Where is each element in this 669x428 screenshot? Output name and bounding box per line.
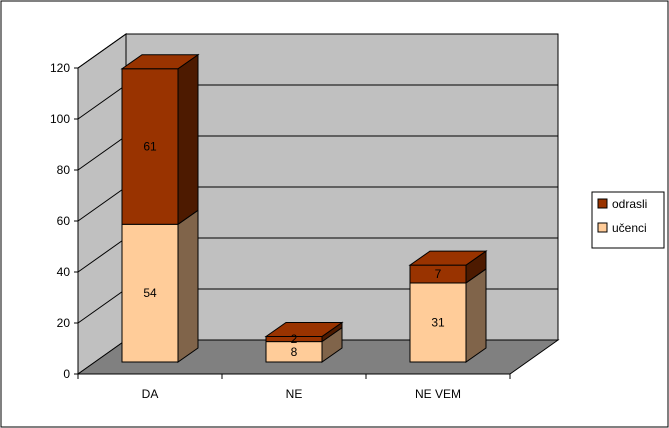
data-label: 54: [143, 286, 157, 300]
x-axis: DA NE NE VEM: [77, 373, 511, 401]
bar-top: [408, 250, 488, 266]
bars: 54 61 82 31 7: [120, 53, 488, 363]
data-label: 7: [435, 267, 442, 281]
x-tick-label: DA: [142, 387, 159, 401]
data-label: 61: [143, 140, 157, 154]
data-label: 31: [431, 315, 445, 329]
data-label: 2: [291, 332, 298, 346]
y-tick-label: 80: [57, 163, 71, 177]
legend-swatch: [597, 222, 608, 233]
x-tick-label: NE VEM: [415, 387, 461, 401]
bar-side: [177, 209, 199, 363]
data-label: 8: [291, 345, 298, 359]
bar-side: [177, 53, 199, 226]
y-axis: 0 20 40 60 80 100 120: [50, 61, 79, 381]
bar-side: [465, 267, 487, 363]
legend: odrasli učenci: [591, 191, 665, 249]
bar-segment: [121, 68, 179, 225]
bar-top: [120, 54, 200, 70]
y-tick-label: 0: [63, 367, 70, 381]
bar-top: [264, 322, 344, 337]
y-tick-label: 120: [50, 61, 70, 75]
y-tick-label: 60: [57, 214, 71, 228]
x-tick-label: NE: [286, 387, 303, 401]
y-tick-label: 100: [50, 112, 70, 126]
y-tick-label: 40: [57, 265, 71, 279]
y-tick-label: 20: [57, 316, 71, 330]
bar-segment: [409, 282, 467, 363]
legend-swatch: [597, 198, 608, 209]
legend-label: učenci: [612, 221, 647, 235]
gridline: [77, 33, 558, 69]
legend-label: odrasli: [612, 197, 647, 211]
